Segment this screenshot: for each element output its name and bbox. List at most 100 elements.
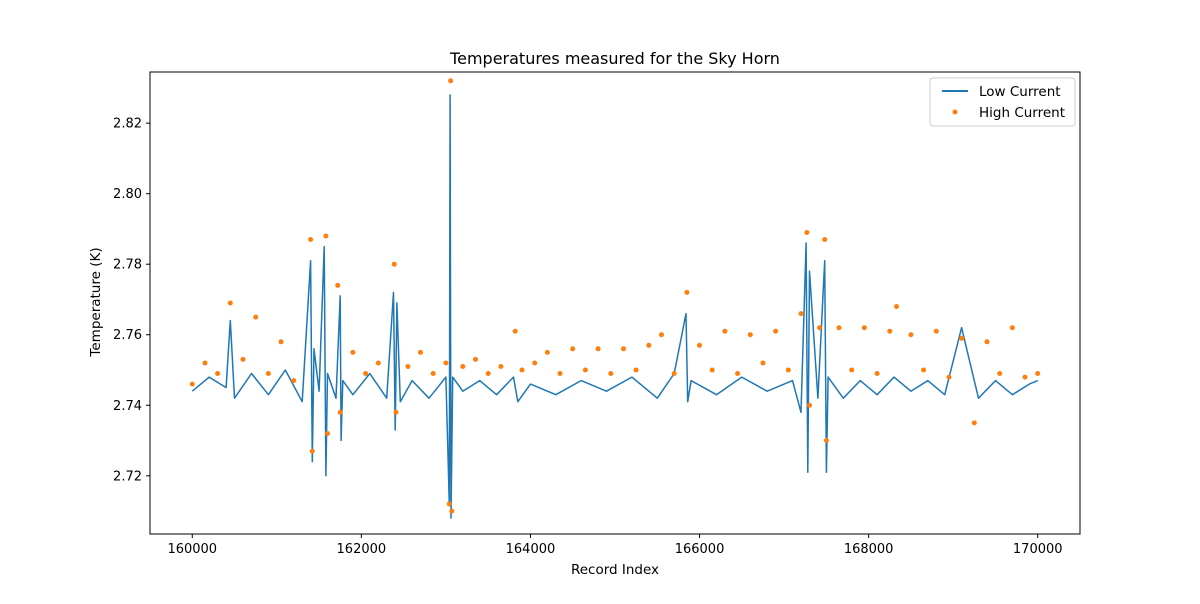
data-point <box>446 501 452 507</box>
legend-label-high-current: High Current <box>979 105 1065 121</box>
data-point <box>646 342 652 348</box>
data-point <box>1022 374 1028 380</box>
data-point <box>582 367 588 373</box>
legend: Low Current High Current <box>929 77 1076 127</box>
data-point <box>804 230 810 235</box>
data-point <box>253 314 259 320</box>
data-point <box>984 339 990 345</box>
series-line-low-current <box>191 94 1038 519</box>
data-point <box>709 367 715 373</box>
data-point <box>946 374 952 380</box>
legend-dot-marker <box>952 109 958 115</box>
data-point <box>335 282 341 288</box>
data-point <box>659 332 664 338</box>
y-axis-label: Temperature (K) <box>88 247 104 357</box>
data-point <box>418 349 423 355</box>
data-point <box>430 371 436 376</box>
data-point <box>823 438 829 443</box>
chart-title: Temperatures measured for the Sky Horn <box>449 49 780 68</box>
data-point <box>202 360 208 366</box>
data-point <box>240 356 246 362</box>
data-point <box>557 371 563 376</box>
data-point <box>908 332 914 338</box>
data-point <box>405 364 411 369</box>
x-tick-label: 160000 <box>167 542 217 557</box>
data-point <box>393 409 399 415</box>
data-point <box>798 311 804 317</box>
data-point <box>337 409 343 415</box>
y-tick-label: 2.76 <box>113 328 142 343</box>
data-point <box>807 402 812 408</box>
y-tick-label: 2.78 <box>113 258 142 273</box>
data-point <box>1009 325 1015 331</box>
data-point <box>735 371 741 376</box>
data-point <box>684 289 690 295</box>
data-point <box>874 371 880 376</box>
data-point <box>608 371 614 376</box>
data-point <box>375 360 381 366</box>
y-tick-label: 2.82 <box>113 117 142 132</box>
x-tick-label: 164000 <box>506 542 556 557</box>
data-point <box>448 78 454 84</box>
data-point <box>544 349 550 355</box>
y-tick-label: 2.74 <box>113 399 142 414</box>
data-point <box>215 371 221 376</box>
axes: 160000 162000 164000 166000 168000 170000 2.72… <box>113 71 1081 557</box>
data-point <box>595 346 601 352</box>
x-axis-label: Record Index <box>571 562 659 578</box>
data-point <box>773 328 779 334</box>
data-point <box>278 339 284 345</box>
x-tick-label: 166000 <box>675 542 725 557</box>
data-point <box>836 325 842 331</box>
data-point <box>633 367 639 373</box>
axes-frame <box>149 71 1081 535</box>
data-point <box>933 328 939 334</box>
data-point <box>265 371 271 376</box>
data-point <box>959 335 965 341</box>
data-point <box>1035 371 1041 376</box>
data-point <box>921 367 927 373</box>
data-point <box>760 360 766 366</box>
data-point <box>997 371 1003 376</box>
x-tick-label: 162000 <box>337 542 387 557</box>
data-point <box>325 431 330 436</box>
data-point <box>971 420 977 426</box>
x-tick-label: 168000 <box>844 542 894 557</box>
data-point <box>621 346 626 352</box>
data-point <box>363 371 369 376</box>
data-point <box>449 508 455 514</box>
data-point <box>323 233 329 239</box>
data-point <box>485 371 491 376</box>
data-point <box>861 325 867 331</box>
data-point <box>291 378 297 384</box>
data-point <box>532 360 538 366</box>
data-point <box>817 325 823 331</box>
data-point <box>697 342 702 348</box>
data-point <box>473 356 478 362</box>
legend-label-low-current: Low Current <box>979 84 1061 100</box>
data-point <box>822 237 828 242</box>
y-tick-label: 2.72 <box>113 469 142 484</box>
data-point <box>391 261 397 267</box>
data-point <box>227 300 233 306</box>
data-point <box>722 328 728 334</box>
data-point <box>460 364 466 369</box>
data-point <box>785 367 791 373</box>
data-point <box>350 349 356 355</box>
x-tick-label: 170000 <box>1013 542 1063 557</box>
data-point <box>849 367 855 373</box>
data-point <box>894 304 899 309</box>
data-point <box>747 332 753 338</box>
data-point <box>519 367 525 373</box>
data-point <box>189 381 195 387</box>
plot-area <box>189 78 1041 519</box>
data-point <box>671 371 677 376</box>
data-point <box>570 346 576 352</box>
data-point <box>443 360 449 366</box>
data-point <box>887 328 893 334</box>
data-point <box>308 237 314 242</box>
data-point <box>512 328 518 334</box>
data-point <box>498 364 504 369</box>
